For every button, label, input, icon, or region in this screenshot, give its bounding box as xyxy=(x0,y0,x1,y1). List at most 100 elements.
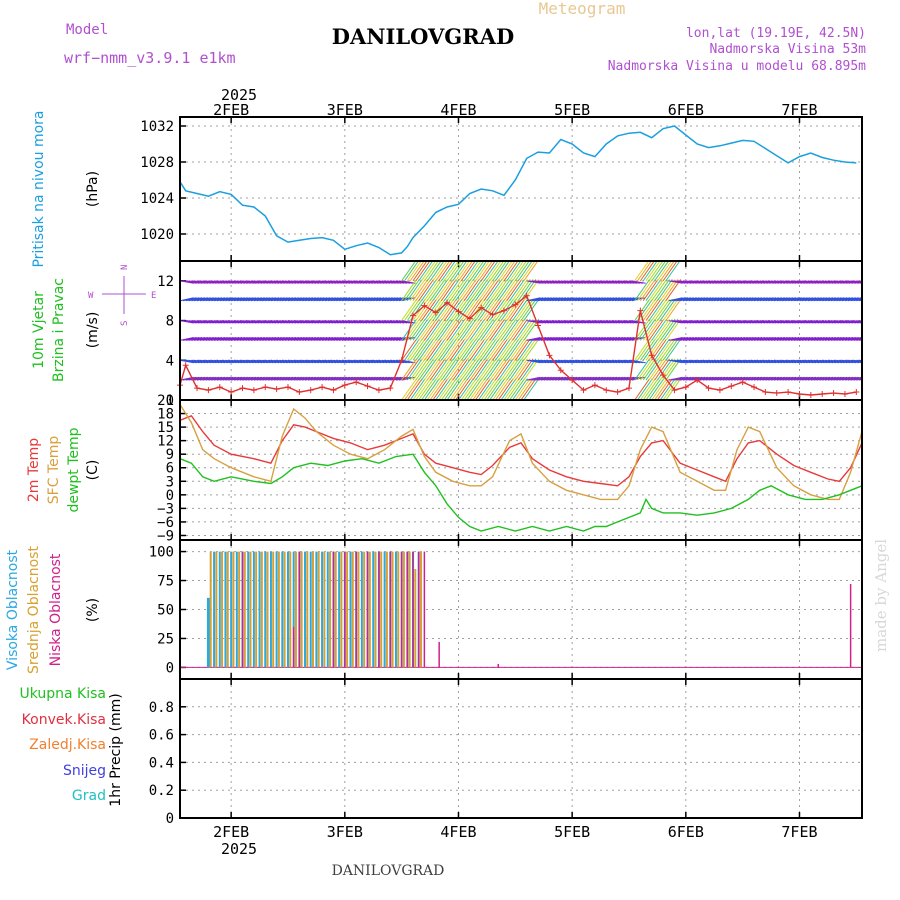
wind-barb xyxy=(265,376,280,381)
y-tick-label: 0.8 xyxy=(149,700,174,716)
wind-barb xyxy=(256,376,271,381)
wind-barb xyxy=(367,376,382,381)
wind-barb xyxy=(486,261,502,282)
wind-barb xyxy=(759,337,774,341)
wind-barb xyxy=(620,376,635,381)
wind-barb xyxy=(711,337,726,341)
wind-speed-point xyxy=(728,383,735,390)
wind-barb xyxy=(415,338,432,361)
wind-barb xyxy=(404,358,420,381)
wind-barb xyxy=(494,358,511,381)
wind-barb xyxy=(645,338,662,361)
wind-barb xyxy=(455,279,472,301)
wind-barb xyxy=(336,337,351,341)
wind-speed-point xyxy=(284,384,291,391)
wind-speed-point xyxy=(535,322,542,329)
wind-barb xyxy=(498,261,499,262)
wind-speed-point xyxy=(694,377,701,384)
wind-barb xyxy=(844,376,859,381)
wind-barb xyxy=(503,279,520,301)
wind-barb xyxy=(225,337,240,341)
wind-barb xyxy=(768,376,783,381)
wind-barb xyxy=(466,378,483,400)
wind-barb xyxy=(756,337,771,341)
wind-barb xyxy=(267,376,282,381)
wind-barb xyxy=(438,299,454,321)
wind-barb xyxy=(719,376,734,381)
y-tick-label: 6 xyxy=(166,461,174,477)
x-tick-label-bottom: 6FEB xyxy=(668,823,704,841)
wind-barb xyxy=(480,318,497,341)
wind-barb xyxy=(805,376,820,381)
wind-barb xyxy=(549,297,564,302)
wind-barb xyxy=(373,337,388,341)
wind-speed-point xyxy=(830,390,837,397)
wind-barb xyxy=(554,376,569,381)
cloud-axis-unit: (%) xyxy=(85,598,101,622)
precip-panel: 0 0.2 0.4 0.6 0.8 Ukupna Kisa Konvek.Kisa Zaled… xyxy=(19,678,863,827)
wind-barb xyxy=(662,318,679,341)
wind-barb xyxy=(423,358,440,381)
wind-barb xyxy=(810,376,825,381)
wind-barb xyxy=(182,337,197,341)
wind-barb xyxy=(512,338,528,361)
wind-barb xyxy=(856,359,862,362)
wind-barb xyxy=(722,376,737,381)
wind-barb xyxy=(739,297,754,302)
wind-barb xyxy=(273,376,288,381)
wind-barb xyxy=(796,297,811,302)
pressure-panel: 1020 1024 1028 1032 Pritisak na nivou mora (h… xyxy=(31,110,863,268)
wind-barb xyxy=(494,279,511,301)
wind-barb xyxy=(512,261,528,282)
wind-barb xyxy=(705,297,720,302)
wind-barb xyxy=(424,261,426,262)
wind-barb xyxy=(645,318,662,341)
wind-barb xyxy=(659,378,676,400)
wind-barb xyxy=(822,297,837,302)
y-tick-label: 4 xyxy=(166,353,174,369)
wind-barb xyxy=(421,261,423,262)
wind-barb xyxy=(517,318,534,341)
wind-barb xyxy=(330,376,345,381)
wind-barb xyxy=(412,378,429,400)
wind-barb xyxy=(429,318,446,341)
wind-barb xyxy=(810,337,825,341)
wind-barb xyxy=(492,318,508,341)
wind-barb xyxy=(353,337,368,341)
wind-barb xyxy=(245,337,260,341)
wind-barb xyxy=(486,299,503,321)
wind-barb xyxy=(600,376,615,381)
wind-barb xyxy=(728,337,743,341)
wind-barb xyxy=(250,337,265,341)
wind-barb xyxy=(202,297,217,302)
y-tick-label: 18 xyxy=(157,407,174,423)
wind-barb xyxy=(833,297,848,302)
wind-barb xyxy=(637,261,639,262)
wind-barb xyxy=(313,297,328,302)
wind-barb xyxy=(489,378,506,400)
wind-barb xyxy=(662,299,679,321)
wind-barb xyxy=(625,376,640,381)
wind-barb xyxy=(452,261,468,282)
wind-barb xyxy=(472,378,489,400)
wind-barb xyxy=(714,337,729,341)
wind-barb xyxy=(338,376,353,381)
wind-barb xyxy=(725,297,740,302)
wind-axis-title-1: 10m Vjetar xyxy=(31,291,47,369)
wind-barb xyxy=(807,376,822,381)
wind-barb xyxy=(844,337,859,341)
wind-barb xyxy=(333,297,348,302)
wind-barb xyxy=(685,297,700,302)
wind-barb xyxy=(651,299,668,321)
wind-barb xyxy=(239,376,254,381)
wind-barb xyxy=(503,318,520,341)
wind-barb xyxy=(691,376,706,381)
wind-barb xyxy=(614,376,629,381)
wind-barb xyxy=(535,337,550,341)
wind-barb xyxy=(514,338,531,361)
wind-barb xyxy=(733,297,748,302)
wind-barb xyxy=(668,337,683,341)
wind-barb xyxy=(546,297,561,302)
wind-barb xyxy=(611,376,626,381)
wind-barb xyxy=(728,376,743,381)
